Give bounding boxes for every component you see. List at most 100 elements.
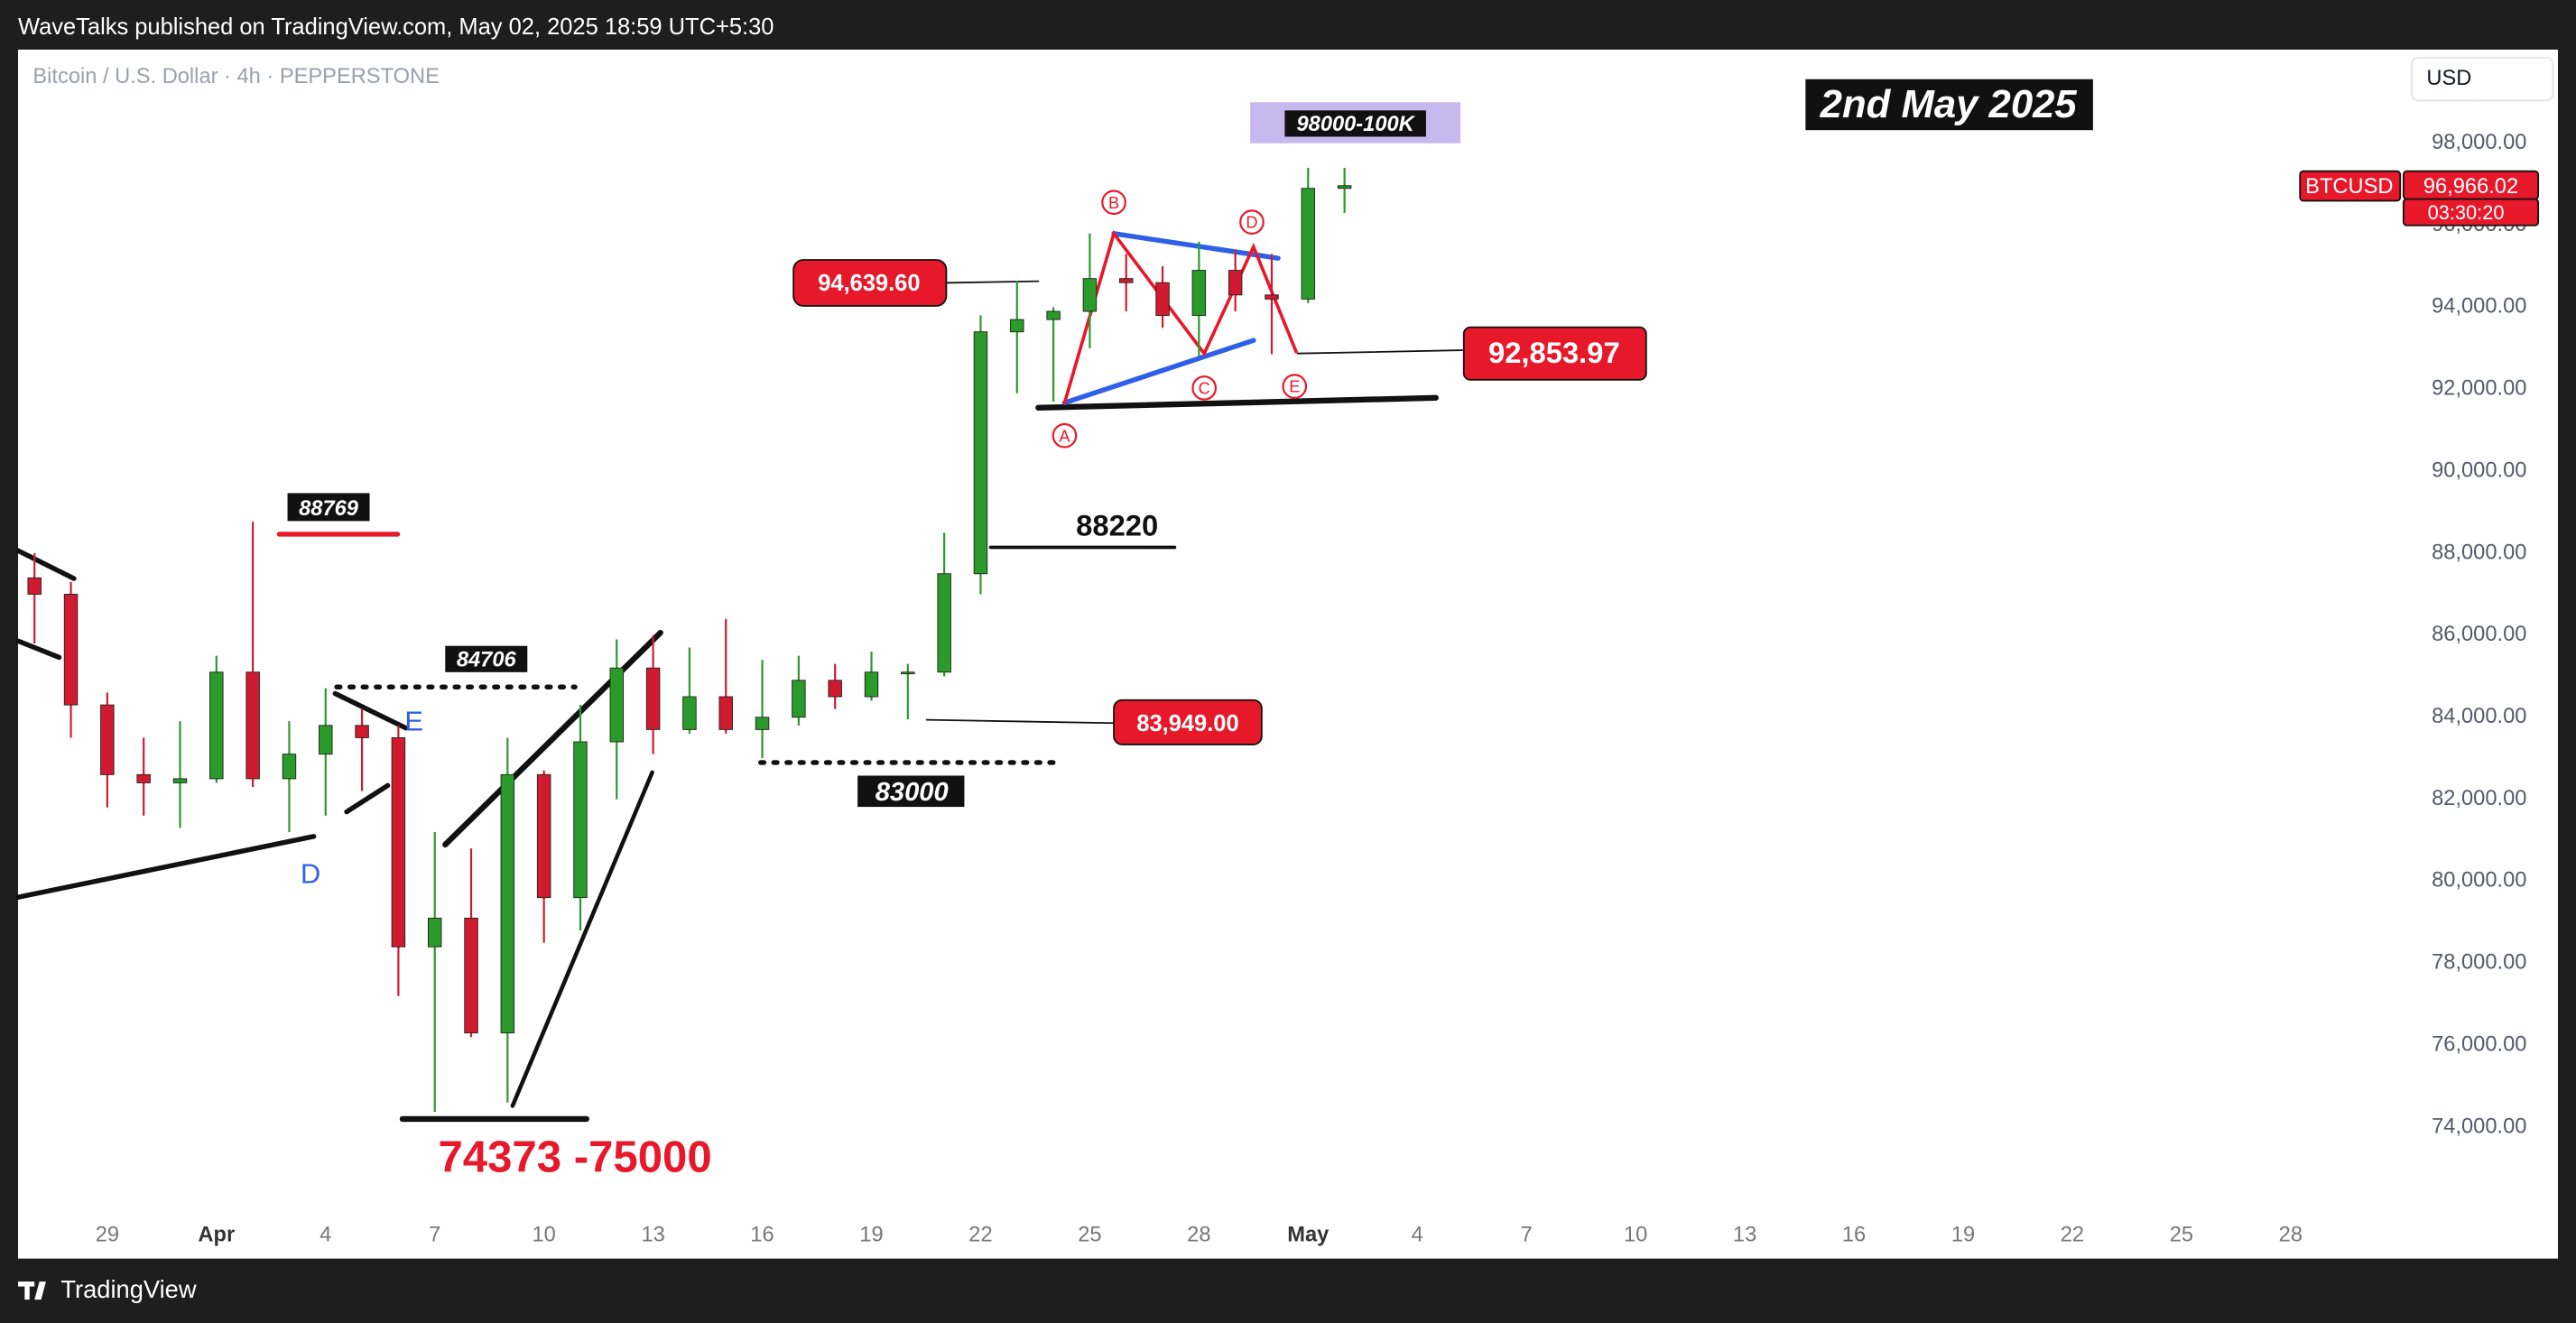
annotation-circle (1101, 190, 1126, 216)
trendline (15, 638, 62, 661)
x-tick-label: 16 (1842, 1223, 1866, 1246)
candle-body (209, 671, 224, 780)
candle-body (1265, 294, 1279, 300)
x-tick-label: 10 (532, 1223, 555, 1246)
x-tick-label: May (1287, 1223, 1330, 1246)
annotation: 2nd May 2025 (1820, 82, 2078, 126)
currency-button[interactable] (2411, 57, 2554, 102)
y-tick-label: 98,000.00 (2432, 131, 2526, 154)
annotation-circle (1239, 209, 1265, 235)
candle-body (864, 671, 879, 698)
annotation-box (1284, 110, 1426, 137)
x-tick-label: 4 (320, 1223, 331, 1246)
annotation-box (2299, 170, 2402, 202)
candle-body (755, 717, 770, 730)
annotation: 03:30:20 (2428, 201, 2505, 224)
x-tick-label: 25 (1078, 1223, 1101, 1246)
annotation: 83,949.00 (1136, 711, 1238, 736)
trendline (510, 770, 654, 1108)
annotation: E (1289, 378, 1300, 396)
candle-body (792, 680, 806, 718)
y-tick-label: 88,000.00 (2432, 541, 2526, 564)
leader-line (925, 718, 1115, 725)
trendline (15, 834, 317, 900)
x-tick-label: 28 (2279, 1223, 2303, 1246)
candle-body (27, 577, 42, 595)
annotation-circle (1191, 375, 1218, 401)
annotation: D (301, 858, 320, 890)
annotation: 83000 (876, 778, 949, 807)
candle-body (1337, 185, 1352, 190)
annotation: 74373 -75000 (438, 1133, 711, 1181)
y-tick-label: 94,000.00 (2432, 295, 2526, 319)
triangle-line (1061, 338, 1256, 406)
y-tick-label: 74,000.00 (2432, 1115, 2526, 1138)
tv-logo (18, 1281, 46, 1300)
trendline (344, 782, 391, 815)
candle-body (1046, 310, 1061, 320)
annotation: 98000-100K (1297, 113, 1416, 136)
annotation: 94,639.60 (818, 271, 920, 296)
x-tick-label: 10 (1624, 1223, 1647, 1246)
y-tick-label: 90,000.00 (2432, 458, 2526, 482)
annotation: 84706 (457, 648, 517, 671)
x-tick-label: 22 (968, 1223, 992, 1246)
trendline (332, 690, 409, 731)
x-tick-label: Apr (198, 1223, 235, 1246)
annotation-box (1462, 326, 1647, 381)
candle-body (828, 680, 842, 698)
trendline (442, 629, 663, 848)
annotation-box (1113, 699, 1263, 745)
y-tick-label: 76,000.00 (2432, 1032, 2526, 1056)
candle-body (355, 725, 369, 738)
x-tick-label: 19 (859, 1223, 883, 1246)
candle-body (500, 773, 515, 1034)
x-tick-label: 25 (2170, 1223, 2193, 1246)
candle-body (319, 725, 333, 755)
annotation-box (445, 645, 528, 672)
x-tick-label: 22 (2061, 1223, 2084, 1246)
candle-body (1118, 278, 1134, 283)
leader-line (1297, 349, 1463, 355)
candle-body (100, 704, 115, 775)
y-tick-label: 78,000.00 (2432, 951, 2526, 975)
annotation: 92,853.97 (1488, 336, 1620, 369)
annotation-box (287, 493, 370, 522)
annotation-circle (1282, 374, 1308, 399)
y-tick-label: 82,000.00 (2432, 787, 2526, 810)
candle-body (1301, 188, 1316, 300)
annotation: 88769 (299, 497, 359, 521)
candle-body (63, 594, 79, 706)
y-tick-label: 86,000.00 (2432, 623, 2526, 646)
leader-line (943, 280, 1040, 284)
candle-body (282, 754, 297, 780)
candle-body (1010, 319, 1024, 333)
candle-body (246, 671, 260, 780)
y-tick-label: 92,000.00 (2432, 377, 2526, 401)
candle-body (536, 773, 551, 899)
wave-path (1062, 229, 1298, 405)
annotation: E (404, 705, 423, 736)
level-line (1035, 394, 1439, 411)
candle-body (1228, 270, 1243, 296)
annotation: D (1246, 214, 1257, 232)
footer-brand: TradingView (60, 1275, 196, 1303)
annotation: C (1199, 380, 1210, 398)
x-tick-label: 29 (96, 1223, 119, 1246)
x-tick-label: 13 (641, 1223, 664, 1246)
annotation: B (1108, 194, 1119, 212)
x-tick-label: 4 (1412, 1223, 1423, 1246)
x-tick-label: 16 (750, 1223, 774, 1246)
trendline (15, 548, 77, 581)
candle-body (718, 696, 733, 730)
x-tick-label: 13 (1733, 1223, 1756, 1246)
candle-body (901, 671, 915, 675)
x-tick-label: 19 (1951, 1223, 1975, 1246)
candle-body (172, 778, 188, 783)
currency-label[interactable]: USD (2426, 67, 2471, 90)
x-tick-label: 28 (1187, 1223, 1210, 1246)
annotation-box (1805, 79, 2093, 131)
candle-body (645, 667, 661, 730)
candle-body (391, 737, 406, 948)
